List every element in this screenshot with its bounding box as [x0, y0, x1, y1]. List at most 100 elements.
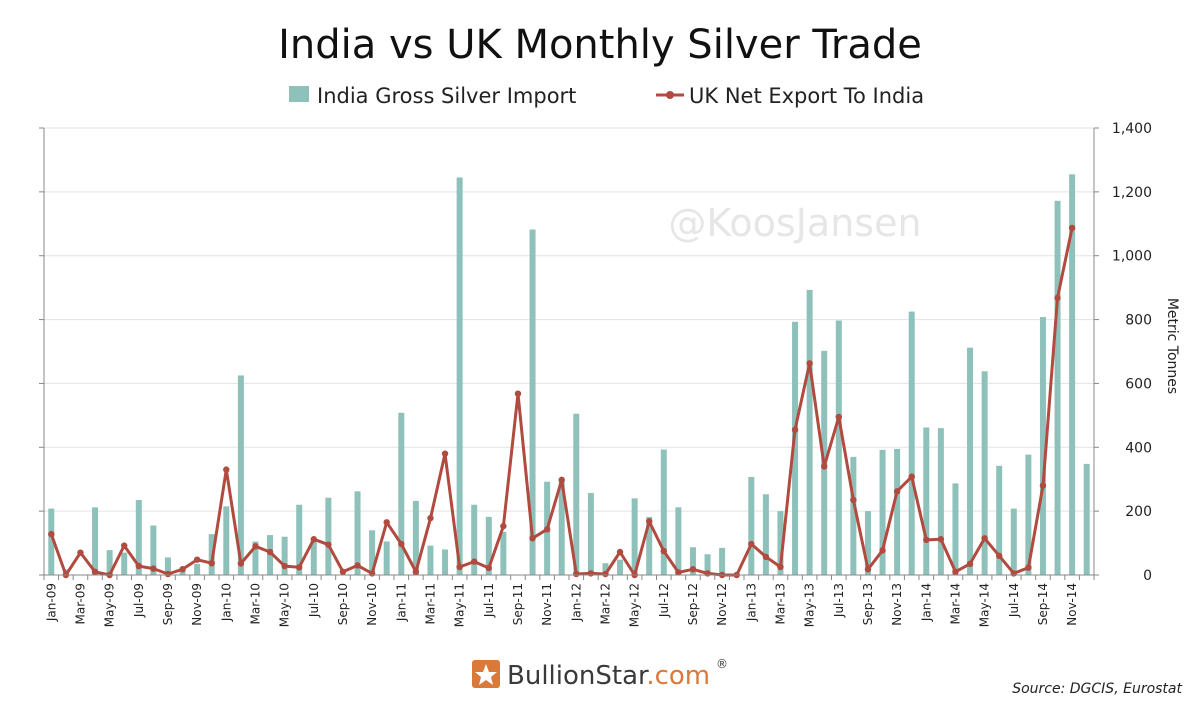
- x-tick-label: Sep-14: [1036, 583, 1050, 625]
- bar-india-import: [500, 531, 507, 575]
- bar-india-import: [412, 500, 419, 575]
- chart-title: India vs UK Monthly Silver Trade: [278, 22, 922, 68]
- point-uk-export: [179, 566, 186, 573]
- point-uk-export: [500, 522, 507, 530]
- point-uk-export: [573, 570, 580, 578]
- point-uk-export: [1010, 570, 1017, 577]
- bar-india-import: [121, 552, 128, 575]
- point-uk-export: [966, 560, 974, 568]
- brand-logo: BullionStar.com ®: [472, 657, 728, 691]
- point-uk-export: [937, 536, 945, 543]
- bar-india-import: [631, 498, 638, 575]
- point-uk-export: [558, 476, 565, 484]
- bar-india-import: [164, 557, 171, 575]
- point-uk-export: [339, 568, 347, 576]
- bar-india-import: [762, 494, 769, 575]
- bar-india-import: [923, 427, 930, 575]
- point-uk-export: [952, 568, 959, 576]
- x-tick-label: Mar-10: [248, 583, 262, 624]
- bar-india-import: [573, 413, 580, 575]
- bar-india-import: [150, 525, 157, 575]
- bar-india-import: [1083, 463, 1090, 575]
- bar-india-import: [646, 516, 653, 575]
- bar-india-import: [719, 547, 726, 575]
- point-uk-export: [996, 552, 1003, 560]
- bar-india-import: [281, 536, 288, 575]
- bar-india-import: [748, 476, 755, 575]
- x-tick-label: Sep-10: [336, 583, 350, 625]
- bar-india-import: [689, 547, 696, 575]
- point-uk-export: [471, 558, 478, 565]
- point-uk-export: [748, 540, 755, 548]
- y-tick-label: 800: [1125, 313, 1152, 329]
- point-uk-export: [48, 530, 55, 538]
- point-uk-export: [310, 536, 317, 543]
- legend-swatch-import: [289, 86, 309, 102]
- line-uk-export: [48, 224, 1076, 579]
- x-tick-label: Nov-14: [1065, 583, 1079, 626]
- point-uk-export: [762, 553, 770, 561]
- bar-india-import: [967, 347, 974, 575]
- x-tick-label: Nov-10: [365, 583, 379, 626]
- legend: India Gross Silver Import UK Net Export …: [289, 84, 924, 108]
- point-uk-export: [296, 564, 303, 571]
- y-tick-label: 200: [1125, 504, 1152, 520]
- point-uk-export: [266, 548, 274, 556]
- point-uk-export: [646, 518, 653, 525]
- legend-label-import: India Gross Silver Import: [317, 84, 576, 108]
- bar-india-import: [92, 507, 99, 575]
- y-tick-label: 600: [1125, 376, 1152, 392]
- y-tick-label: 1,400: [1112, 121, 1152, 137]
- x-tick-label: Sep-12: [686, 583, 700, 625]
- x-tick-label: Jan-13: [744, 583, 758, 622]
- bar-india-import: [879, 449, 886, 575]
- point-uk-export: [543, 526, 551, 533]
- y-tick-label: 1,000: [1112, 249, 1152, 265]
- point-uk-export: [616, 548, 624, 556]
- x-tick-label: Mar-13: [773, 583, 787, 624]
- x-tick-label: Jan-11: [394, 583, 408, 622]
- point-uk-export: [427, 514, 434, 522]
- x-tick-label: May-11: [453, 583, 467, 627]
- point-uk-export: [1039, 482, 1047, 489]
- bar-india-import: [908, 311, 915, 575]
- bar-india-import: [777, 511, 784, 575]
- y-tick-label: 400: [1125, 440, 1152, 456]
- point-uk-export: [223, 466, 230, 473]
- point-uk-export: [77, 549, 84, 556]
- bar-india-import: [850, 456, 857, 575]
- point-uk-export: [893, 488, 901, 495]
- x-tick-label: May-14: [978, 583, 992, 627]
- y-tick-label: 1,200: [1112, 185, 1152, 201]
- point-uk-export: [193, 556, 201, 563]
- x-tick-label: Jan-12: [569, 583, 583, 622]
- point-uk-export: [383, 519, 390, 526]
- bar-india-import: [835, 320, 842, 575]
- point-uk-export: [91, 568, 99, 576]
- point-uk-export: [1025, 564, 1032, 571]
- bar-india-import: [704, 554, 711, 575]
- point-uk-export: [412, 568, 420, 576]
- bar-india-import: [864, 511, 871, 575]
- y-tick-label: 0: [1143, 568, 1152, 584]
- point-uk-export: [485, 564, 492, 572]
- x-tick-label: Sep-13: [861, 583, 875, 625]
- x-tick-label: Jul-12: [657, 583, 671, 618]
- point-uk-export: [237, 560, 245, 567]
- bar-india-import: [310, 539, 317, 575]
- point-uk-export: [441, 450, 449, 457]
- bar-india-import: [996, 465, 1003, 575]
- point-uk-export: [675, 569, 682, 576]
- x-tick-label: Jan-14: [919, 583, 933, 622]
- point-uk-export: [325, 541, 332, 548]
- point-uk-export: [660, 547, 667, 555]
- x-tick-label: May-13: [803, 583, 817, 627]
- bar-india-import: [485, 516, 492, 575]
- point-uk-export: [587, 570, 595, 577]
- bar-india-import: [48, 508, 55, 575]
- source-note: Source: DGCIS, Eurostat: [1012, 681, 1182, 697]
- bar-india-import: [456, 177, 463, 575]
- bar-india-import: [427, 545, 434, 575]
- x-tick-label: Jul-11: [482, 583, 496, 618]
- x-tick-label: Jan-09: [44, 583, 58, 622]
